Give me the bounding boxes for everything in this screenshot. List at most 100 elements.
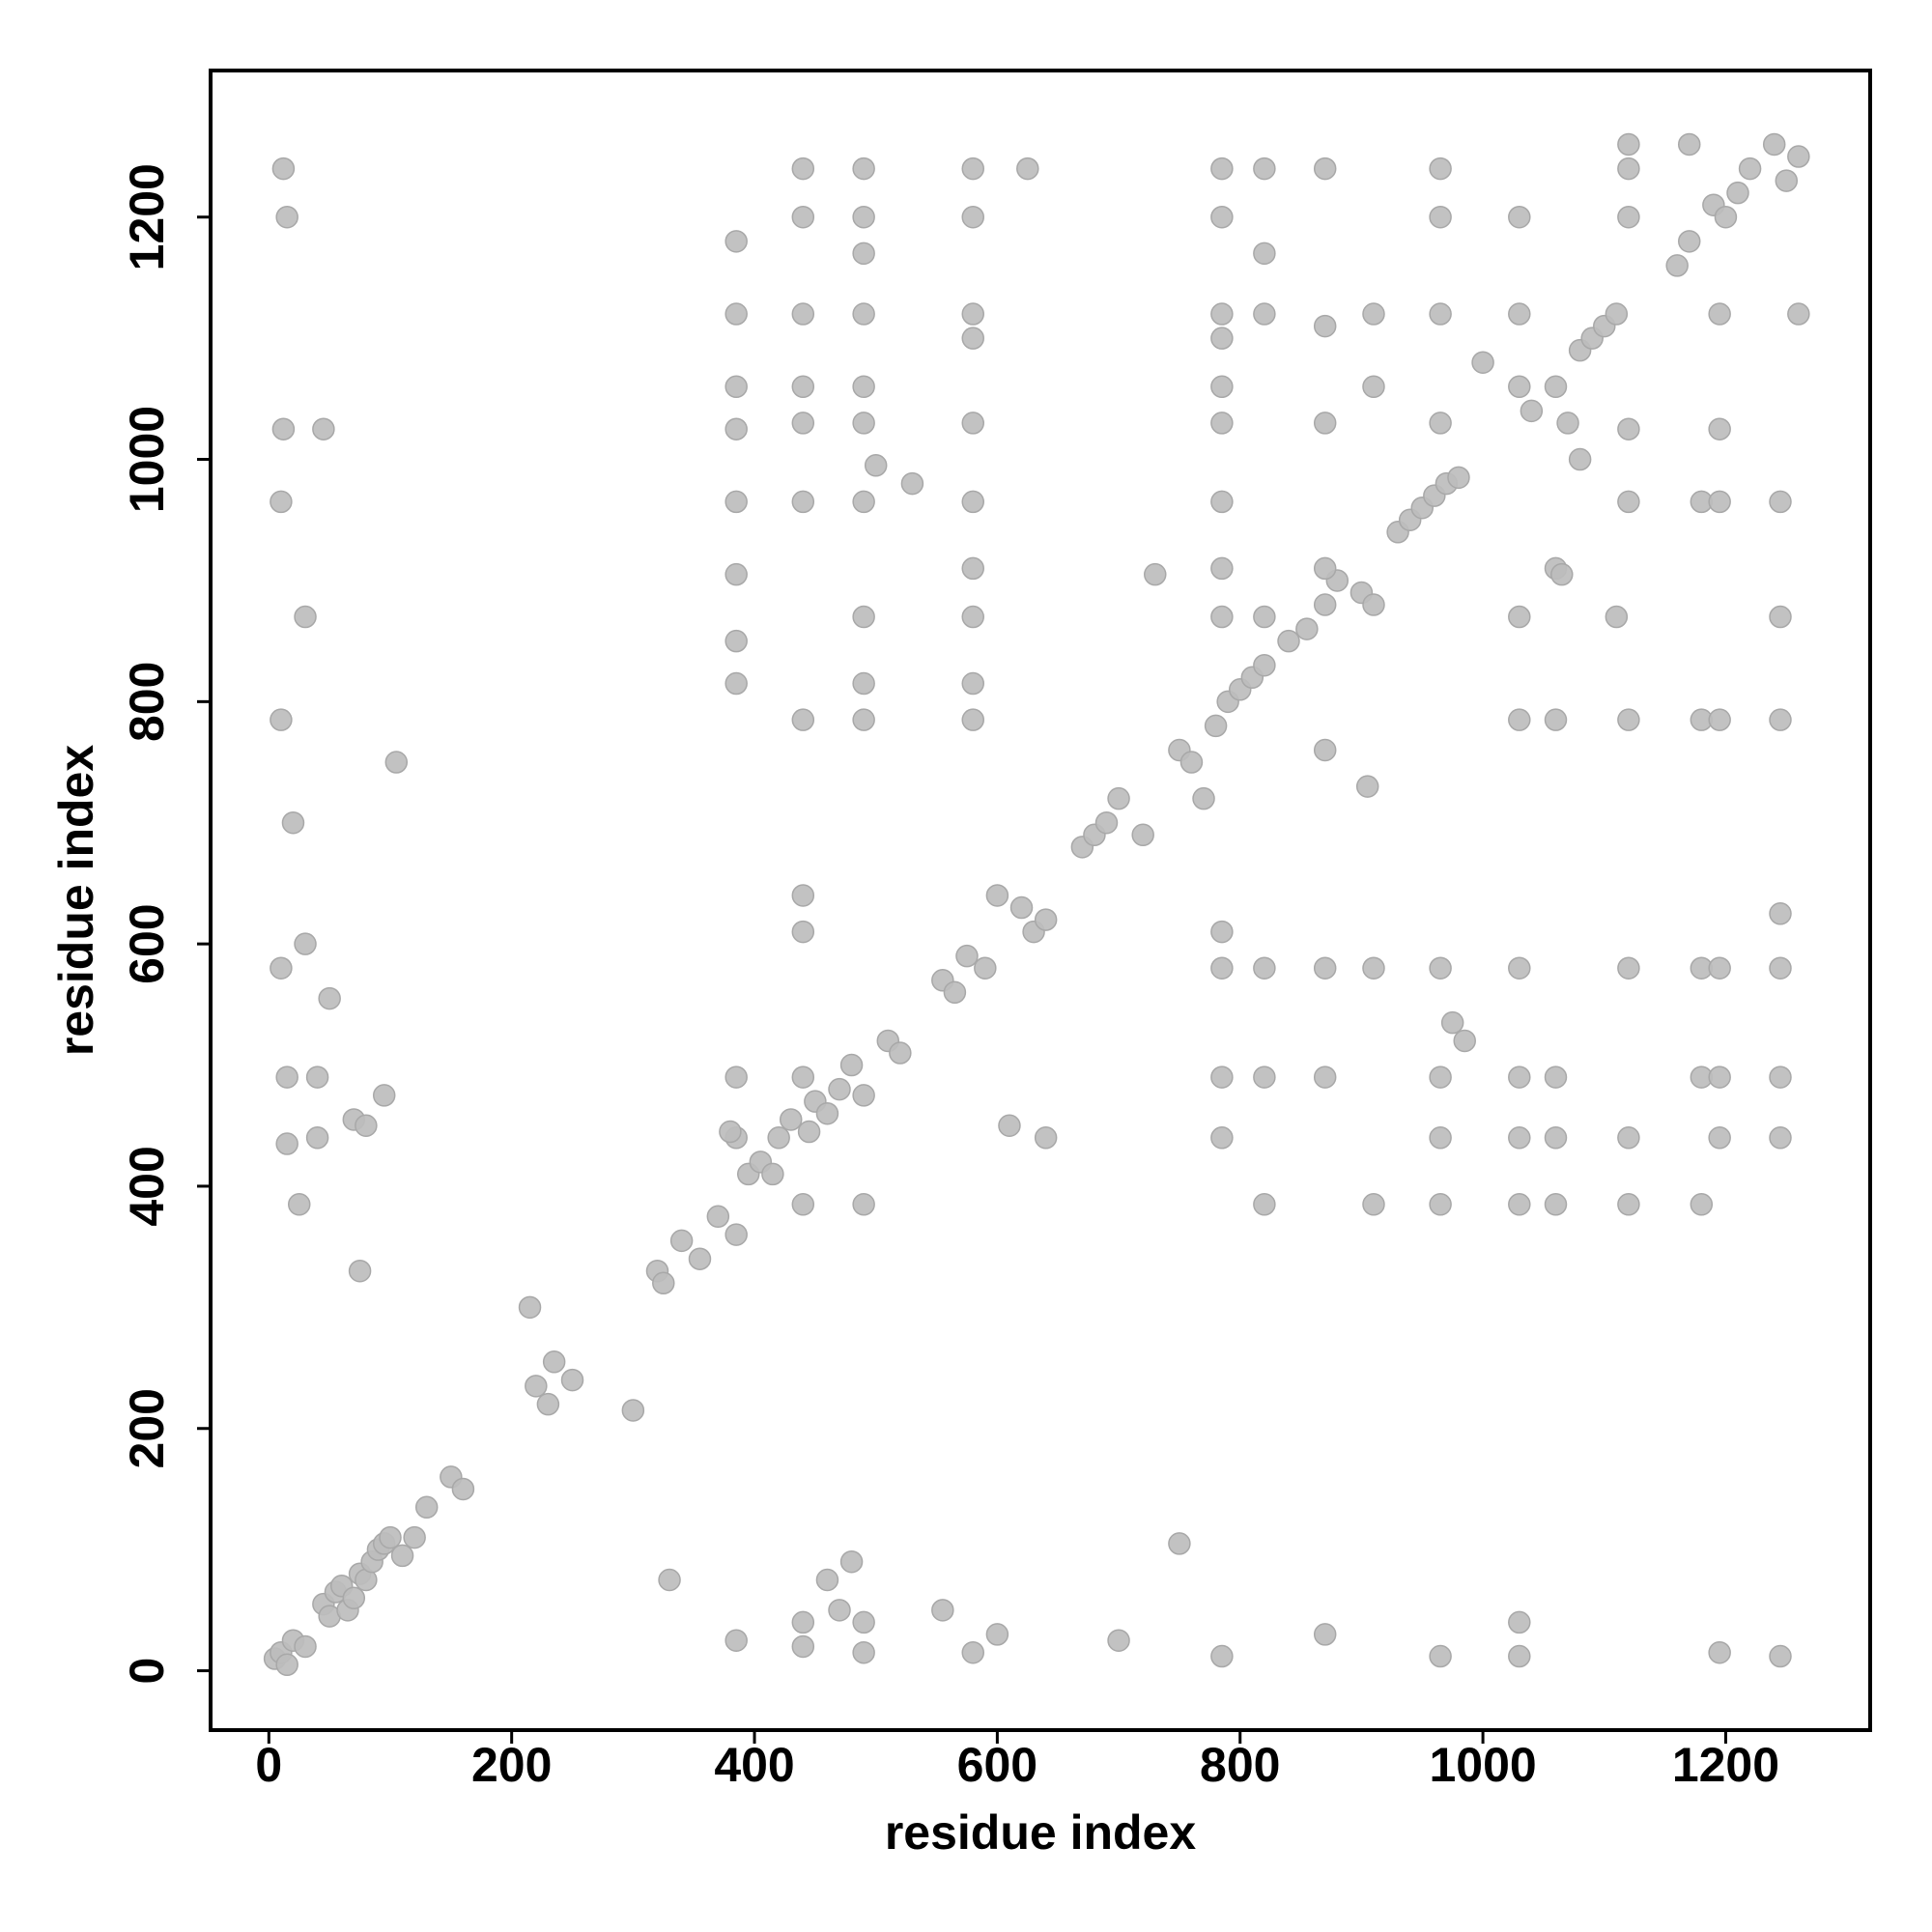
y-tick-label: 1000: [120, 406, 174, 513]
point: [1313, 956, 1337, 980]
point: [1034, 1126, 1058, 1150]
point: [1508, 1126, 1531, 1150]
point: [355, 1114, 378, 1137]
point: [1355, 775, 1379, 798]
point: [852, 1610, 875, 1634]
point: [1210, 205, 1234, 229]
point: [998, 1114, 1021, 1137]
point: [1508, 1065, 1531, 1089]
point: [724, 490, 748, 514]
point: [1453, 1029, 1476, 1053]
point: [294, 1634, 317, 1659]
point: [724, 1065, 748, 1089]
point: [779, 1108, 803, 1131]
point: [1508, 1644, 1531, 1668]
point: [1508, 1610, 1531, 1634]
point: [852, 1084, 875, 1107]
point: [525, 1375, 548, 1398]
point: [1726, 181, 1749, 205]
point: [1568, 447, 1592, 471]
point: [294, 932, 317, 955]
point: [287, 1193, 311, 1216]
point: [1508, 1193, 1531, 1216]
point: [1210, 1065, 1234, 1089]
point: [1192, 786, 1215, 810]
point: [1362, 302, 1385, 326]
point: [1617, 708, 1640, 731]
point: [852, 671, 875, 696]
point: [384, 751, 409, 774]
point: [985, 1623, 1009, 1646]
point: [1708, 1126, 1731, 1150]
point: [305, 1065, 329, 1089]
point: [1034, 908, 1058, 931]
point: [791, 920, 815, 944]
point: [1253, 653, 1276, 677]
point: [1544, 1193, 1568, 1216]
point: [275, 205, 298, 229]
point: [669, 1229, 694, 1253]
point: [1429, 956, 1452, 980]
point: [1738, 156, 1762, 181]
point: [828, 1599, 851, 1622]
y-axis-title: residue index: [49, 745, 103, 1057]
point: [1605, 302, 1629, 326]
point: [852, 412, 875, 435]
point: [1168, 1532, 1191, 1555]
point: [1429, 205, 1452, 229]
point: [706, 1205, 730, 1229]
point: [961, 205, 984, 229]
point: [839, 1549, 864, 1574]
point: [1769, 956, 1792, 980]
point: [815, 1568, 839, 1592]
point: [961, 156, 984, 181]
point: [621, 1399, 645, 1422]
point: [305, 1126, 329, 1150]
point: [1429, 412, 1452, 435]
point: [961, 708, 984, 731]
y-tick-label: 600: [120, 903, 174, 983]
point: [961, 302, 984, 326]
point: [658, 1568, 681, 1592]
point: [1617, 490, 1640, 514]
point: [281, 810, 305, 835]
x-tick-label: 0: [255, 1738, 282, 1792]
point: [1210, 556, 1234, 581]
point: [955, 944, 979, 968]
point: [1362, 375, 1385, 399]
point: [791, 156, 815, 181]
point: [1665, 254, 1689, 277]
point: [1313, 156, 1337, 181]
point: [1429, 1644, 1452, 1668]
point: [1313, 412, 1337, 435]
point: [1210, 1126, 1234, 1150]
point: [270, 708, 293, 731]
point: [1429, 302, 1452, 326]
point: [372, 1084, 396, 1107]
point: [560, 1368, 584, 1392]
point: [1253, 242, 1276, 266]
point: [1131, 823, 1154, 847]
point: [791, 1634, 815, 1659]
point: [1708, 302, 1731, 326]
point: [1708, 708, 1731, 731]
x-axis-title: residue index: [885, 1805, 1197, 1860]
point: [761, 1162, 784, 1186]
point: [1016, 156, 1039, 181]
point: [1520, 399, 1544, 423]
point: [889, 1041, 912, 1065]
point: [1210, 375, 1234, 399]
point: [961, 412, 984, 435]
plot-frame: [209, 69, 1872, 1732]
point: [961, 1640, 984, 1664]
y-tick-label: 800: [120, 662, 174, 742]
point: [342, 1586, 366, 1610]
point: [1009, 895, 1034, 920]
point: [900, 471, 924, 496]
point: [1708, 417, 1731, 440]
point: [1094, 810, 1119, 835]
point: [1295, 617, 1319, 640]
point: [1429, 1065, 1452, 1089]
point: [1605, 605, 1629, 629]
point: [1253, 1065, 1276, 1089]
